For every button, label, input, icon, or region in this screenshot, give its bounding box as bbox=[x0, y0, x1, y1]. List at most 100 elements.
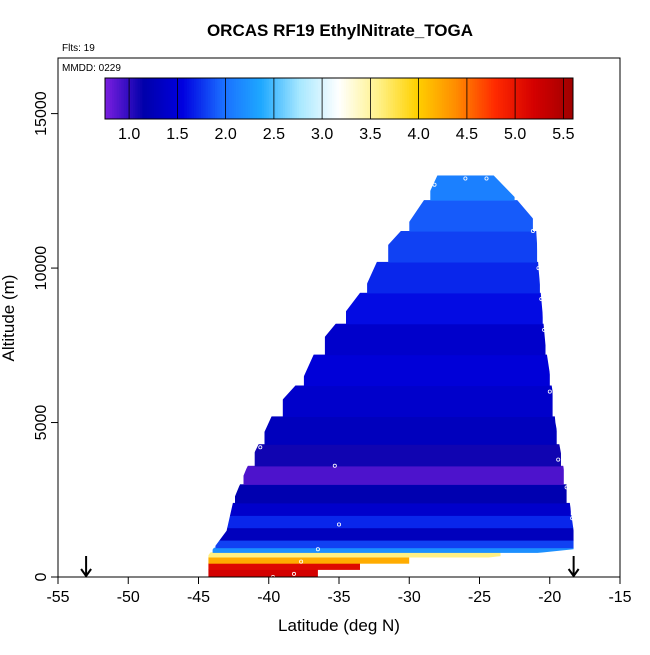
colorbar-swatch bbox=[184, 78, 188, 119]
colorbar-swatch bbox=[434, 78, 438, 119]
colorbar-swatch bbox=[460, 78, 464, 119]
sample-point bbox=[432, 182, 437, 187]
colorbar-swatch bbox=[254, 78, 258, 119]
colorbar-swatch bbox=[542, 78, 546, 119]
colorbar-swatch bbox=[357, 78, 361, 119]
colorbar-swatch bbox=[376, 78, 380, 119]
colorbar-swatch bbox=[315, 78, 319, 119]
colorbar-swatch bbox=[558, 78, 562, 119]
colorbar-swatch bbox=[278, 78, 281, 119]
flights-annotation: Flts: 19 bbox=[62, 43, 95, 54]
colorbar-swatch bbox=[364, 78, 368, 119]
colorbar-swatch bbox=[329, 78, 333, 119]
sample-point bbox=[542, 327, 547, 332]
colorbar-swatch bbox=[381, 78, 384, 119]
colorbar-swatch bbox=[481, 78, 485, 119]
colorbar-swatch bbox=[411, 78, 415, 119]
colorbar-swatch bbox=[427, 78, 431, 119]
colorbar-swatch bbox=[402, 78, 405, 119]
x-axis: -55 -50 -45 -40 -35 -30 -25 -20 -15 bbox=[46, 577, 632, 606]
colorbar-swatch bbox=[296, 78, 300, 119]
colorbar-swatch bbox=[264, 78, 267, 119]
heatmap-cell bbox=[208, 552, 501, 558]
sample-point bbox=[564, 485, 569, 490]
colorbar-swatch bbox=[217, 78, 221, 119]
colorbar-tick-label: 2.0 bbox=[214, 126, 236, 143]
heatmap-cell bbox=[219, 527, 574, 541]
colorbar-swatch bbox=[397, 78, 401, 119]
colorbar-swatch bbox=[320, 78, 324, 119]
sample-point bbox=[463, 176, 468, 181]
colorbar-swatch bbox=[226, 78, 230, 119]
colorbar-swatch bbox=[493, 78, 497, 119]
y-tick-label: 15000 bbox=[33, 91, 50, 136]
colorbar-swatch bbox=[214, 78, 218, 119]
sample-point bbox=[224, 513, 229, 518]
heatmap-cell bbox=[223, 515, 574, 529]
colorbar-swatch bbox=[516, 78, 520, 119]
colorbar-swatch bbox=[210, 78, 214, 119]
colorbar-swatch bbox=[437, 78, 441, 119]
x-tick-label: -15 bbox=[608, 589, 631, 606]
colorbar-swatch bbox=[128, 78, 132, 119]
colorbar-swatch bbox=[537, 78, 541, 119]
colorbar-swatch bbox=[378, 78, 382, 119]
colorbar-swatch bbox=[458, 78, 462, 119]
colorbar-swatch bbox=[135, 78, 139, 119]
colorbar-swatch bbox=[561, 78, 565, 119]
colorbar-swatch bbox=[392, 78, 396, 119]
colorbar-swatch bbox=[507, 78, 511, 119]
colorbar-swatch bbox=[540, 78, 543, 119]
colorbar-swatch bbox=[313, 78, 316, 119]
colorbar-swatch bbox=[261, 78, 265, 119]
colorbar-swatch bbox=[308, 78, 312, 119]
colorbar-swatch bbox=[282, 78, 286, 119]
colorbar-swatch bbox=[233, 78, 237, 119]
colorbar-swatch bbox=[119, 78, 122, 119]
heatmap-cell bbox=[208, 563, 360, 570]
colorbar-tick-label: 1.0 bbox=[118, 126, 140, 143]
colorbar-swatch bbox=[519, 78, 522, 119]
heatmap-cell bbox=[243, 465, 564, 485]
colorbar-swatch bbox=[526, 78, 529, 119]
colorbar-swatch bbox=[339, 78, 342, 119]
colorbar-swatch bbox=[512, 78, 515, 119]
sample-point bbox=[556, 457, 561, 462]
x-tick-label: -25 bbox=[468, 589, 491, 606]
colorbar-swatch bbox=[144, 78, 148, 119]
colorbar-swatch bbox=[360, 78, 363, 119]
colorbar-tick-label: 5.5 bbox=[552, 126, 574, 143]
colorbar-swatch bbox=[353, 78, 356, 119]
colorbar-swatch bbox=[395, 78, 398, 119]
colorbar-swatch bbox=[425, 78, 429, 119]
colorbar-swatch bbox=[467, 78, 471, 119]
colorbar-swatch bbox=[486, 78, 490, 119]
heatmap-cell bbox=[235, 484, 567, 504]
heatmap-cell bbox=[430, 175, 515, 201]
colorbar-swatch bbox=[280, 78, 284, 119]
colorbar-swatch bbox=[285, 78, 288, 119]
colorbar-swatch bbox=[444, 78, 448, 119]
colorbar-swatch bbox=[142, 78, 146, 119]
colorbar-swatch bbox=[556, 78, 560, 119]
colorbar-swatch bbox=[523, 78, 527, 119]
heatmap-cell bbox=[208, 556, 410, 564]
colorbar-swatch bbox=[441, 78, 445, 119]
colorbar-swatch bbox=[205, 78, 209, 119]
colorbar-swatch bbox=[549, 78, 553, 119]
colorbar-swatch bbox=[163, 78, 167, 119]
heatmap-cell bbox=[409, 200, 533, 232]
colorbar-swatch bbox=[137, 78, 141, 119]
colorbar-swatch bbox=[409, 78, 412, 119]
colorbar-swatch bbox=[334, 78, 338, 119]
colorbar-swatch bbox=[161, 78, 164, 119]
colorbar-swatch bbox=[193, 78, 197, 119]
colorbar-swatch bbox=[168, 78, 171, 119]
colorbar-swatch bbox=[231, 78, 235, 119]
sample-point bbox=[271, 575, 275, 577]
colorbar-swatch bbox=[463, 78, 466, 119]
heatmap-cell bbox=[254, 444, 561, 467]
colorbar-swatch bbox=[271, 78, 274, 119]
colorbar-tick-label: 5.0 bbox=[504, 126, 526, 143]
colorbar-swatch bbox=[292, 78, 295, 119]
